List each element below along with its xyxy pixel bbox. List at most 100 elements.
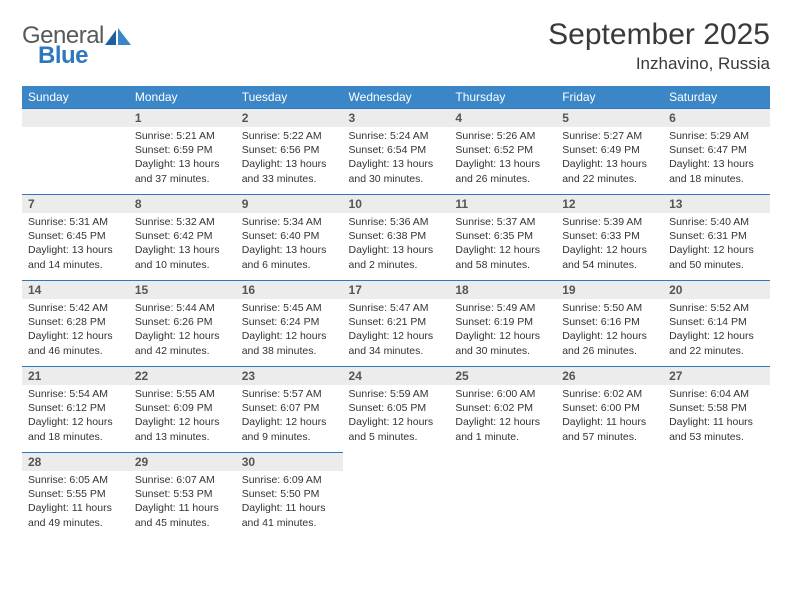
daylight-line: Daylight: 12 hours and 34 minutes.: [349, 329, 444, 357]
day-details: Sunrise: 5:34 AMSunset: 6:40 PMDaylight:…: [236, 213, 343, 276]
sunset-line: Sunset: 6:02 PM: [455, 401, 550, 415]
sunset-line: Sunset: 6:42 PM: [135, 229, 230, 243]
day-details: Sunrise: 5:47 AMSunset: 6:21 PMDaylight:…: [343, 299, 450, 362]
day-number: 21: [22, 367, 129, 385]
day-cell: 3Sunrise: 5:24 AMSunset: 6:54 PMDaylight…: [343, 109, 450, 195]
daylight-line: Daylight: 12 hours and 46 minutes.: [28, 329, 123, 357]
sunrise-line: Sunrise: 5:22 AM: [242, 129, 337, 143]
day-details: Sunrise: 5:39 AMSunset: 6:33 PMDaylight:…: [556, 213, 663, 276]
day-cell: 30Sunrise: 6:09 AMSunset: 5:50 PMDayligh…: [236, 453, 343, 539]
daylight-line: Daylight: 13 hours and 18 minutes.: [669, 157, 764, 185]
day-cell: 15Sunrise: 5:44 AMSunset: 6:26 PMDayligh…: [129, 281, 236, 367]
dow-monday: Monday: [129, 86, 236, 109]
day-number: 20: [663, 281, 770, 299]
day-cell: [343, 453, 450, 539]
day-number: 1: [129, 109, 236, 127]
day-number: 26: [556, 367, 663, 385]
daylight-line: Daylight: 12 hours and 54 minutes.: [562, 243, 657, 271]
daylight-line: Daylight: 12 hours and 5 minutes.: [349, 415, 444, 443]
sunrise-line: Sunrise: 5:32 AM: [135, 215, 230, 229]
month-title: September 2025: [548, 18, 770, 52]
sunset-line: Sunset: 6:40 PM: [242, 229, 337, 243]
day-cell: 12Sunrise: 5:39 AMSunset: 6:33 PMDayligh…: [556, 195, 663, 281]
day-number: 27: [663, 367, 770, 385]
sunset-line: Sunset: 6:19 PM: [455, 315, 550, 329]
day-details: Sunrise: 5:22 AMSunset: 6:56 PMDaylight:…: [236, 127, 343, 190]
sunrise-line: Sunrise: 5:21 AM: [135, 129, 230, 143]
day-cell: 9Sunrise: 5:34 AMSunset: 6:40 PMDaylight…: [236, 195, 343, 281]
day-number: 16: [236, 281, 343, 299]
day-details: Sunrise: 5:54 AMSunset: 6:12 PMDaylight:…: [22, 385, 129, 448]
day-of-week-row: Sunday Monday Tuesday Wednesday Thursday…: [22, 86, 770, 109]
daylight-line: Daylight: 13 hours and 26 minutes.: [455, 157, 550, 185]
sunset-line: Sunset: 6:38 PM: [349, 229, 444, 243]
dow-wednesday: Wednesday: [343, 86, 450, 109]
sunset-line: Sunset: 5:55 PM: [28, 487, 123, 501]
dow-thursday: Thursday: [449, 86, 556, 109]
sunrise-line: Sunrise: 5:54 AM: [28, 387, 123, 401]
logo-sail-icon: [104, 28, 132, 46]
day-cell: 5Sunrise: 5:27 AMSunset: 6:49 PMDaylight…: [556, 109, 663, 195]
day-cell: 29Sunrise: 6:07 AMSunset: 5:53 PMDayligh…: [129, 453, 236, 539]
header: General September 2025 Inzhavino, Russia: [22, 18, 770, 74]
dow-sunday: Sunday: [22, 86, 129, 109]
day-number: 14: [22, 281, 129, 299]
sunrise-line: Sunrise: 6:00 AM: [455, 387, 550, 401]
day-cell: 18 Sunrise: 5:49 AMSunset: 6:19 PMDayligh…: [449, 281, 556, 367]
day-cell: 14Sunrise: 5:42 AMSunset: 6:28 PMDayligh…: [22, 281, 129, 367]
daylight-line: Daylight: 12 hours and 42 minutes.: [135, 329, 230, 357]
day-cell: 10Sunrise: 5:36 AMSunset: 6:38 PMDayligh…: [343, 195, 450, 281]
sunset-line: Sunset: 6:54 PM: [349, 143, 444, 157]
daylight-line: Daylight: 11 hours and 49 minutes.: [28, 501, 123, 529]
day-number: 12: [556, 195, 663, 213]
daylight-line: Daylight: 12 hours and 1 minute.: [455, 415, 550, 443]
day-number: 19: [556, 281, 663, 299]
day-number: 13: [663, 195, 770, 213]
daylight-line: Daylight: 12 hours and 30 minutes.: [455, 329, 550, 357]
sunset-line: Sunset: 5:50 PM: [242, 487, 337, 501]
calendar-page: General September 2025 Inzhavino, Russia…: [0, 0, 792, 557]
daylight-line: Daylight: 13 hours and 30 minutes.: [349, 157, 444, 185]
day-number: 24: [343, 367, 450, 385]
sunset-line: Sunset: 6:09 PM: [135, 401, 230, 415]
sunrise-line: Sunrise: 5:37 AM: [455, 215, 550, 229]
day-cell: 21Sunrise: 5:54 AMSunset: 6:12 PMDayligh…: [22, 367, 129, 453]
sunset-line: Sunset: 6:16 PM: [562, 315, 657, 329]
day-details: Sunrise: 5:59 AMSunset: 6:05 PMDaylight:…: [343, 385, 450, 448]
daylight-line: Daylight: 13 hours and 10 minutes.: [135, 243, 230, 271]
day-number: 8: [129, 195, 236, 213]
day-details: Sunrise: 5:32 AMSunset: 6:42 PMDaylight:…: [129, 213, 236, 276]
day-details: Sunrise: 6:07 AMSunset: 5:53 PMDaylight:…: [129, 471, 236, 534]
day-cell: 25 Sunrise: 6:00 AMSunset: 6:02 PMDayligh…: [449, 367, 556, 453]
daylight-line: Daylight: 13 hours and 6 minutes.: [242, 243, 337, 271]
day-number: 6: [663, 109, 770, 127]
sunrise-line: Sunrise: 5:49 AM: [455, 301, 550, 315]
sunrise-line: Sunrise: 5:59 AM: [349, 387, 444, 401]
sunset-line: Sunset: 6:35 PM: [455, 229, 550, 243]
day-cell: 24Sunrise: 5:59 AMSunset: 6:05 PMDayligh…: [343, 367, 450, 453]
day-number: 28: [22, 453, 129, 471]
daylight-line: Daylight: 12 hours and 9 minutes.: [242, 415, 337, 443]
sunset-line: Sunset: 6:21 PM: [349, 315, 444, 329]
daylight-line: Daylight: 11 hours and 41 minutes.: [242, 501, 337, 529]
location: Inzhavino, Russia: [548, 54, 770, 74]
day-details: Sunrise: 5:57 AMSunset: 6:07 PMDaylight:…: [236, 385, 343, 448]
sunrise-line: Sunrise: 5:50 AM: [562, 301, 657, 315]
day-cell: 11Sunrise: 5:37 AMSunset: 6:35 PMDayligh…: [449, 195, 556, 281]
day-cell: 6Sunrise: 5:29 AMSunset: 6:47 PMDaylight…: [663, 109, 770, 195]
day-number: 30: [236, 453, 343, 471]
day-details: Sunrise: 5:24 AMSunset: 6:54 PMDaylight:…: [343, 127, 450, 190]
day-cell: 8Sunrise: 5:32 AMSunset: 6:42 PMDaylight…: [129, 195, 236, 281]
logo-line2: Blue: [38, 42, 88, 70]
day-number: 17: [343, 281, 450, 299]
day-number: 15: [129, 281, 236, 299]
sunset-line: Sunset: 6:59 PM: [135, 143, 230, 157]
daylight-line: Daylight: 12 hours and 58 minutes.: [455, 243, 550, 271]
day-cell: 22Sunrise: 5:55 AMSunset: 6:09 PMDayligh…: [129, 367, 236, 453]
day-number: 25: [449, 367, 556, 385]
day-cell: 20Sunrise: 5:52 AMSunset: 6:14 PMDayligh…: [663, 281, 770, 367]
sunset-line: Sunset: 6:31 PM: [669, 229, 764, 243]
day-number: 18: [449, 281, 556, 299]
sunset-line: Sunset: 5:53 PM: [135, 487, 230, 501]
day-details: Sunrise: 5:36 AMSunset: 6:38 PMDaylight:…: [343, 213, 450, 276]
